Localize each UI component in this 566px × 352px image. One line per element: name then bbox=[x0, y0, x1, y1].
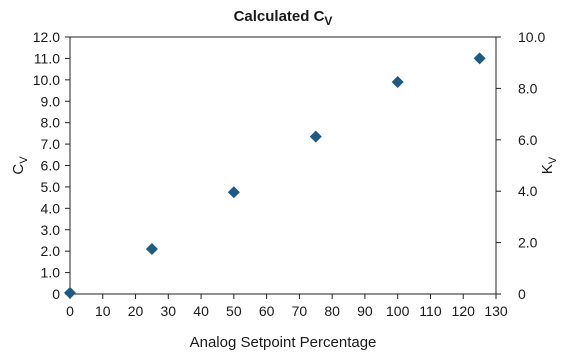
x-tick-label: 130 bbox=[484, 303, 508, 319]
x-tick-label: 70 bbox=[292, 303, 308, 319]
x-tick-label: 110 bbox=[419, 303, 442, 319]
y-axis-label-main: C bbox=[10, 164, 27, 175]
x-axis-label: Analog Setpoint Percentage bbox=[190, 334, 377, 351]
y2-tick-label: 4.0 bbox=[518, 183, 538, 199]
data-point-marker bbox=[473, 52, 486, 65]
y-tick-label: 1.0 bbox=[41, 265, 61, 281]
y2-axis-label-main: K bbox=[539, 164, 556, 174]
y2-ticks: 0 2.0 4.0 6.0 8.0 10.0 bbox=[496, 29, 545, 302]
y-tick-label: 0 bbox=[52, 286, 60, 302]
axes bbox=[69, 36, 497, 295]
x-tick-label: 0 bbox=[66, 303, 74, 319]
y-tick-label: 7.0 bbox=[41, 136, 61, 152]
y-tick-label: 10.0 bbox=[33, 72, 60, 88]
data-point-marker bbox=[227, 186, 240, 199]
y2-tick-label: 8.0 bbox=[518, 80, 538, 96]
y-tick-label: 2.0 bbox=[41, 243, 61, 259]
y-tick-label: 8.0 bbox=[41, 115, 61, 131]
x-tick-label: 60 bbox=[259, 303, 275, 319]
x-ticks: 0 10 20 30 40 50 60 70 80 90 100 110 120 130 bbox=[66, 294, 508, 319]
chart-title: Calculated CV bbox=[234, 8, 333, 28]
y-tick-label: 4.0 bbox=[41, 200, 61, 216]
chart-title-main: Calculated C bbox=[234, 8, 325, 25]
y-tick-label: 12.0 bbox=[33, 29, 60, 45]
x-tick-label: 100 bbox=[386, 303, 410, 319]
x-tick-label: 40 bbox=[193, 303, 209, 319]
y-tick-label: 5.0 bbox=[41, 179, 61, 195]
data-point-marker bbox=[309, 130, 322, 143]
chart-title-subscript: V bbox=[324, 14, 332, 28]
y-ticks: 0 1.0 2.0 3.0 4.0 5.0 6.0 7.0 8.0 9.0 10.0 11.0 12.0 bbox=[33, 29, 70, 302]
data-point-marker bbox=[145, 243, 158, 256]
y-axis-label-subscript: V bbox=[18, 156, 30, 164]
y-tick-label: 6.0 bbox=[41, 158, 61, 174]
y2-tick-label: 0 bbox=[518, 286, 526, 302]
x-tick-label: 30 bbox=[161, 303, 177, 319]
x-tick-label: 80 bbox=[324, 303, 340, 319]
y2-axis-label: KV bbox=[539, 156, 559, 174]
y-tick-label: 9.0 bbox=[41, 93, 61, 109]
x-tick-label: 20 bbox=[128, 303, 144, 319]
data-points bbox=[64, 52, 486, 299]
y-tick-label: 3.0 bbox=[41, 222, 61, 238]
y2-tick-label: 10.0 bbox=[518, 29, 545, 45]
x-tick-label: 50 bbox=[226, 303, 242, 319]
x-tick-label: 90 bbox=[357, 303, 373, 319]
data-point-marker bbox=[64, 286, 76, 299]
y2-tick-label: 6.0 bbox=[518, 132, 538, 148]
x-tick-label: 10 bbox=[95, 303, 111, 319]
y2-axis-label-subscript: V bbox=[547, 156, 559, 164]
x-tick-label: 120 bbox=[452, 303, 476, 319]
y-axis-label: CV bbox=[10, 156, 30, 175]
data-point-marker bbox=[391, 75, 404, 88]
y-tick-label: 11.0 bbox=[34, 50, 60, 66]
y2-tick-label: 2.0 bbox=[518, 235, 538, 251]
